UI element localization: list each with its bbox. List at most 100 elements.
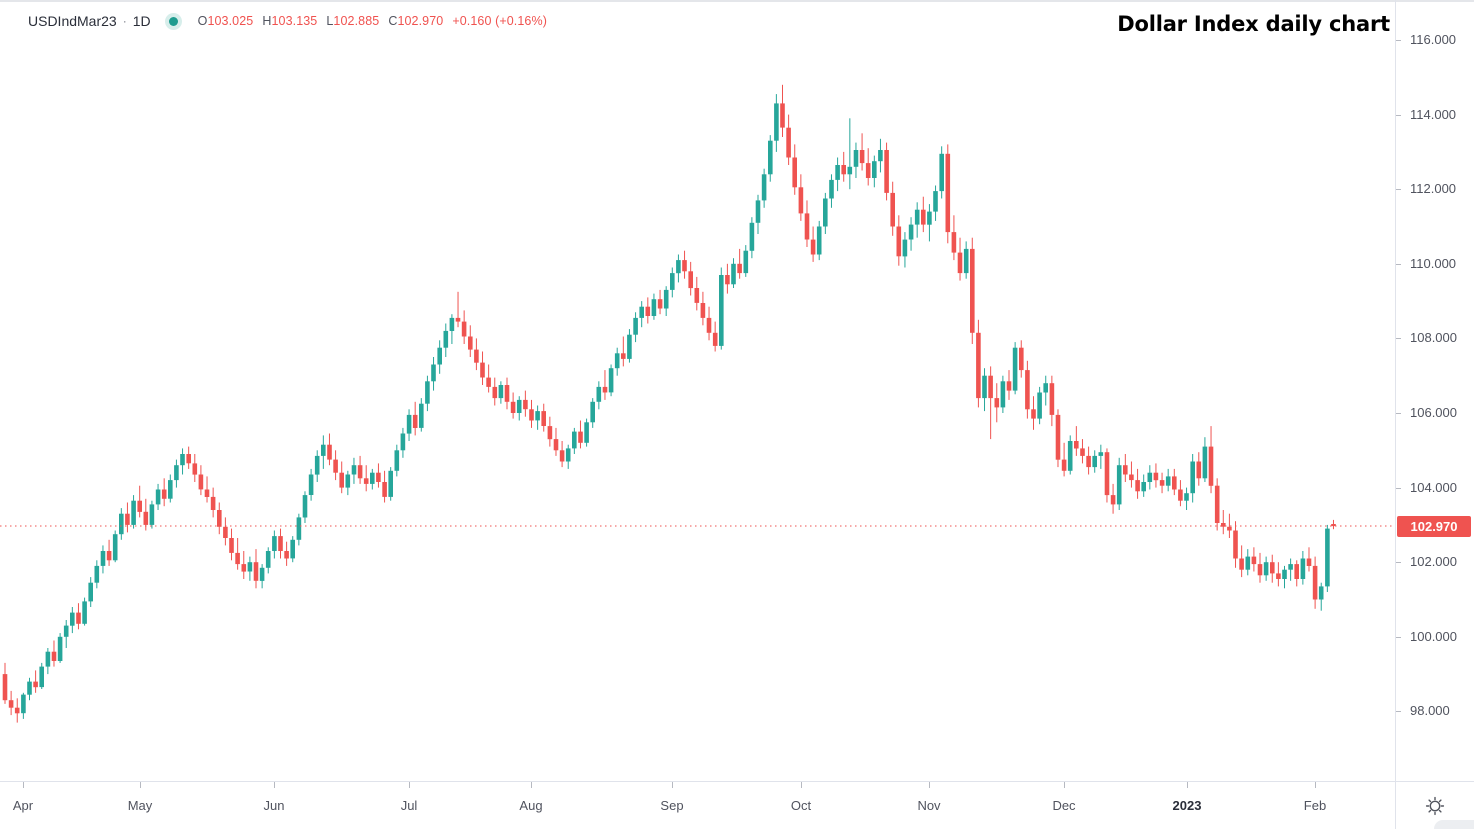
candle	[51, 640, 57, 667]
settings-gear-icon[interactable]	[1424, 795, 1446, 817]
candle	[1276, 562, 1281, 587]
candle	[1074, 426, 1079, 456]
candle	[278, 528, 283, 559]
candle	[155, 483, 161, 510]
candle	[284, 541, 289, 566]
candle	[259, 564, 265, 589]
candle	[798, 174, 804, 221]
symbol-legend: USDIndMar23 · 1D O103.025 H103.135 L102.88…	[28, 11, 547, 31]
candle	[516, 396, 522, 421]
price-axis-label: 102.000	[1410, 554, 1457, 570]
candle	[559, 441, 565, 468]
candle	[645, 297, 651, 324]
candle	[1312, 556, 1318, 609]
time-axis-label: Sep	[660, 798, 684, 813]
candle	[761, 168, 767, 208]
time-axis-label: May	[127, 798, 153, 813]
candle	[100, 545, 106, 574]
candle	[755, 194, 761, 234]
price-axis-tick	[1396, 115, 1401, 116]
candle	[149, 500, 155, 529]
candle	[229, 528, 234, 561]
axis-corner	[1396, 782, 1474, 829]
candle	[951, 215, 957, 261]
candle	[743, 245, 749, 277]
candle	[1049, 375, 1055, 427]
candle	[835, 157, 840, 192]
candle	[914, 202, 920, 238]
candle	[106, 539, 112, 566]
candle	[131, 495, 136, 529]
candle	[780, 84, 785, 137]
candle	[890, 181, 895, 236]
candle	[1294, 560, 1299, 587]
candle	[706, 306, 712, 341]
candle	[217, 502, 222, 535]
price-axis-label: 116.000	[1410, 32, 1457, 47]
ohlc-value: 103.025	[207, 14, 254, 28]
candle	[1214, 478, 1220, 531]
candle	[125, 502, 130, 533]
candle	[112, 530, 118, 563]
candle	[737, 248, 742, 279]
candle	[749, 217, 755, 259]
price-axis-tick	[1396, 413, 1401, 414]
candle	[382, 470, 387, 503]
time-axis-label: 2023	[1172, 798, 1202, 813]
candle	[859, 133, 865, 171]
time-axis[interactable]: Apr May Jun Jul Aug Sep Oct Nov Dec 2023 Feb	[0, 782, 1395, 829]
candle	[455, 291, 461, 328]
price-axis-label: 100.000	[1410, 628, 1457, 644]
candle	[168, 474, 173, 503]
time-axis-label: Oct	[790, 798, 812, 813]
ohlc-values: O103.025 H103.135 L102.885 C102.970 +0.160 (…	[198, 14, 547, 28]
candle	[345, 470, 351, 496]
candle	[180, 448, 185, 475]
candle	[676, 254, 681, 283]
candle	[1141, 474, 1146, 497]
candle	[841, 151, 846, 182]
candle	[639, 301, 644, 328]
price-axis[interactable]: 102.970 116.000 114.000 112.000 110.000 108.…	[1396, 0, 1474, 781]
candle	[927, 204, 932, 242]
candle	[8, 690, 14, 716]
candle	[1165, 468, 1171, 492]
candle	[333, 450, 338, 481]
candle	[1318, 582, 1324, 611]
time-axis-tick	[140, 782, 141, 788]
last-price-badge: 102.970	[1397, 515, 1471, 537]
candle	[1080, 439, 1085, 464]
time-axis-tick	[409, 782, 410, 788]
price-axis-label: 114.000	[1410, 106, 1457, 122]
candle	[161, 478, 167, 507]
candle	[339, 461, 344, 494]
candle	[1325, 524, 1330, 592]
candlestick-chart[interactable]	[0, 0, 1395, 781]
candle	[945, 144, 951, 244]
price-axis-label: 108.000	[1410, 330, 1457, 346]
candle	[1043, 375, 1048, 406]
candle	[376, 463, 381, 488]
price-axis-tick	[1396, 562, 1401, 563]
candle	[1019, 340, 1024, 378]
candle	[1086, 446, 1091, 475]
candle	[1116, 457, 1122, 510]
chart-title-annotation: Dollar Index daily chart	[1117, 12, 1390, 36]
candle	[39, 662, 44, 689]
candle	[847, 118, 853, 190]
candle	[443, 323, 449, 357]
candle	[412, 401, 418, 436]
candle	[529, 399, 534, 428]
interval-label[interactable]: 1D	[132, 13, 151, 29]
candle	[1061, 442, 1067, 477]
market-status-dot-icon[interactable]	[164, 12, 182, 30]
candle	[547, 416, 553, 447]
candle	[712, 321, 718, 352]
candle	[786, 114, 791, 165]
symbol-name[interactable]: USDIndMar23	[28, 13, 117, 29]
candle	[1202, 437, 1208, 482]
candle	[1000, 375, 1006, 413]
time-axis-label: Apr	[12, 798, 34, 813]
time-axis-tick	[1187, 782, 1188, 788]
price-axis-label: 98.000	[1410, 703, 1450, 719]
